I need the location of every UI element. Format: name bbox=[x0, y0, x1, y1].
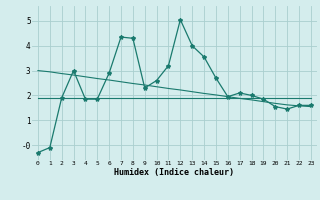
X-axis label: Humidex (Indice chaleur): Humidex (Indice chaleur) bbox=[115, 168, 234, 177]
